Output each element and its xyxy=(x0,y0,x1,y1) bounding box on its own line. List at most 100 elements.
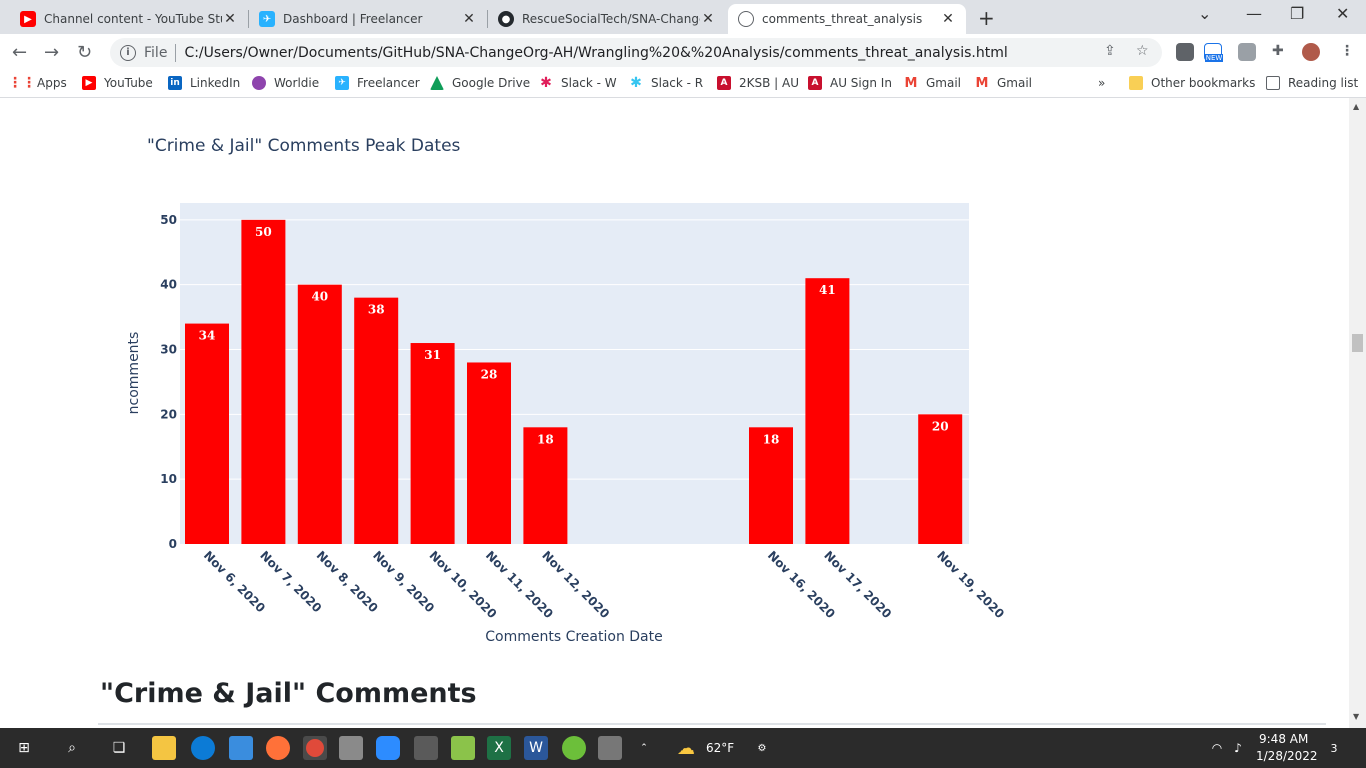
scroll-down-icon[interactable]: ▼ xyxy=(1353,712,1360,721)
notepad-icon[interactable] xyxy=(451,736,475,760)
file-explorer-icon[interactable] xyxy=(152,736,176,760)
windows-start-icon[interactable]: ⊞ xyxy=(18,740,30,756)
au-icon: A xyxy=(808,76,822,90)
new-extension-icon[interactable]: NEW xyxy=(1204,43,1223,62)
reading-list[interactable]: Reading list xyxy=(1266,76,1358,90)
edge-icon[interactable] xyxy=(191,736,215,760)
wifi-icon[interactable]: ◠ xyxy=(1211,741,1223,755)
snipping-tool-icon[interactable] xyxy=(339,736,363,760)
close-icon[interactable]: ✕ xyxy=(463,11,475,27)
bar[interactable] xyxy=(749,427,793,544)
bar[interactable] xyxy=(467,362,511,544)
clock-time[interactable]: 9:48 AM xyxy=(1259,732,1309,746)
app-icon[interactable] xyxy=(562,736,586,760)
close-icon[interactable]: ✕ xyxy=(942,11,954,27)
tab-youtube-studio[interactable]: ▶ Channel content - YouTube Studi ✕ xyxy=(10,4,248,34)
bookmark-label: Worldie xyxy=(274,76,320,90)
tab-github[interactable]: ● RescueSocialTech/SNA-ChangeO ✕ xyxy=(488,4,726,34)
bar[interactable] xyxy=(185,323,229,544)
other-bookmarks[interactable]: Other bookmarks xyxy=(1129,76,1255,90)
bar[interactable] xyxy=(805,278,850,544)
share-icon[interactable]: ⇪ xyxy=(1104,43,1116,59)
reload-button[interactable]: ↻ xyxy=(77,42,93,63)
table-top-border xyxy=(98,723,1326,725)
x-tick-label: Nov 19, 2020 xyxy=(934,548,1007,621)
bookmark-gmail-2[interactable]: M Gmail xyxy=(975,75,1032,91)
forward-button[interactable]: → xyxy=(44,42,60,63)
restore-button[interactable]: ❐ xyxy=(1290,4,1305,23)
control-panel-icon[interactable] xyxy=(229,736,253,760)
y-tick-label: 50 xyxy=(160,213,177,227)
bookmark-label: Freelancer xyxy=(357,76,420,90)
info-icon[interactable]: i xyxy=(120,44,136,61)
bookmark-label: Slack - W xyxy=(561,76,617,90)
page-scrollbar[interactable]: ▲ ▼ xyxy=(1349,98,1366,728)
calculator-icon[interactable] xyxy=(414,736,438,760)
clock-date[interactable]: 1/28/2022 xyxy=(1256,749,1318,763)
bar[interactable] xyxy=(410,343,455,544)
firefox-icon[interactable] xyxy=(266,736,290,760)
url-text[interactable]: C:/Users/Owner/Documents/GitHub/SNA-Chan… xyxy=(184,44,1008,61)
bookmark-2ksb-au[interactable]: A 2KSB | AU xyxy=(717,76,799,90)
tray-icons[interactable]: ⚙ xyxy=(757,742,767,754)
task-view-icon[interactable]: ❏ xyxy=(112,740,126,756)
bar[interactable] xyxy=(297,284,342,544)
bookmark-worldie[interactable]: Worldie xyxy=(252,76,319,90)
bookmark-gmail[interactable]: M Gmail xyxy=(904,76,961,91)
bar[interactable] xyxy=(241,219,286,544)
zoom-icon[interactable] xyxy=(376,736,400,760)
tab-search-chevron-icon[interactable]: ⌄ xyxy=(1198,4,1212,23)
bar-value-label: 31 xyxy=(424,348,441,362)
new-tab-button[interactable]: + xyxy=(978,6,995,30)
weather-icon[interactable]: ☁ xyxy=(677,737,695,759)
bar-value-label: 34 xyxy=(199,329,216,343)
search-icon[interactable]: ⌕ xyxy=(68,740,76,756)
bookmark-label: Reading list xyxy=(1288,76,1359,90)
y-tick-label: 10 xyxy=(160,472,177,486)
bar[interactable] xyxy=(354,297,399,544)
bookmarks-overflow-button[interactable]: » xyxy=(1098,76,1105,90)
bookmark-label: Google Drive xyxy=(452,76,531,90)
bookmark-google-drive[interactable]: Google Drive xyxy=(430,76,530,90)
excel-icon[interactable]: X xyxy=(487,736,511,760)
scroll-up-icon[interactable]: ▲ xyxy=(1353,102,1360,111)
browser-toolbar: ← → ↻ i File C:/Users/Owner/Documents/Gi… xyxy=(0,34,1366,71)
weather-temperature[interactable]: 62°F xyxy=(706,741,735,755)
bookmark-freelancer[interactable]: ✈ Freelancer xyxy=(335,76,420,90)
bar[interactable] xyxy=(523,427,568,544)
gmail-icon: M xyxy=(975,75,989,91)
profile-avatar[interactable] xyxy=(1302,43,1320,61)
bookmark-slack-w[interactable]: ✱ Slack - W xyxy=(539,75,617,91)
overflow-chevron-icon: » xyxy=(1098,76,1106,90)
address-bar[interactable]: i File C:/Users/Owner/Documents/GitHub/S… xyxy=(110,38,1162,67)
camera-extension-icon[interactable] xyxy=(1176,43,1194,61)
bookmark-label: Slack - R xyxy=(651,76,704,90)
bookmark-apps[interactable]: ⋮⋮ Apps xyxy=(8,75,67,91)
camera-icon[interactable] xyxy=(598,736,622,760)
google-drive-icon xyxy=(430,76,444,90)
extension-icon[interactable] xyxy=(1238,43,1256,61)
scrollbar-thumb[interactable] xyxy=(1352,334,1363,352)
close-icon[interactable]: ✕ xyxy=(702,11,714,27)
bookmark-youtube[interactable]: ▶ YouTube xyxy=(82,76,153,90)
bookmark-linkedin[interactable]: in LinkedIn xyxy=(168,76,240,90)
bookmark-star-icon[interactable]: ☆ xyxy=(1136,43,1149,59)
tab-freelancer[interactable]: ✈ Dashboard | Freelancer ✕ xyxy=(249,4,487,34)
chrome-icon[interactable] xyxy=(303,736,327,760)
close-icon[interactable]: ✕ xyxy=(224,11,236,27)
puzzle-extensions-icon[interactable]: ✚ xyxy=(1272,43,1284,59)
close-window-button[interactable]: ✕ xyxy=(1336,4,1350,23)
bar[interactable] xyxy=(918,414,963,544)
bookmark-label: Other bookmarks xyxy=(1151,76,1256,90)
notification-center-icon[interactable]: 3 xyxy=(1322,736,1346,760)
bookmark-label: Apps xyxy=(37,76,67,90)
back-button[interactable]: ← xyxy=(12,42,28,63)
tab-comments-threat-analysis[interactable]: comments_threat_analysis ✕ xyxy=(728,4,966,34)
menu-kebab-icon[interactable]: ⋮ xyxy=(1340,43,1354,59)
bookmark-au-sign-in[interactable]: A AU Sign In xyxy=(808,76,892,90)
minimize-button[interactable]: — xyxy=(1246,4,1262,23)
word-icon[interactable]: W xyxy=(524,736,548,760)
bookmark-slack-r[interactable]: ✱ Slack - R xyxy=(629,75,704,91)
show-hidden-icons-chevron[interactable]: ⌃ xyxy=(640,743,648,753)
volume-icon[interactable]: ♪ xyxy=(1234,741,1242,755)
